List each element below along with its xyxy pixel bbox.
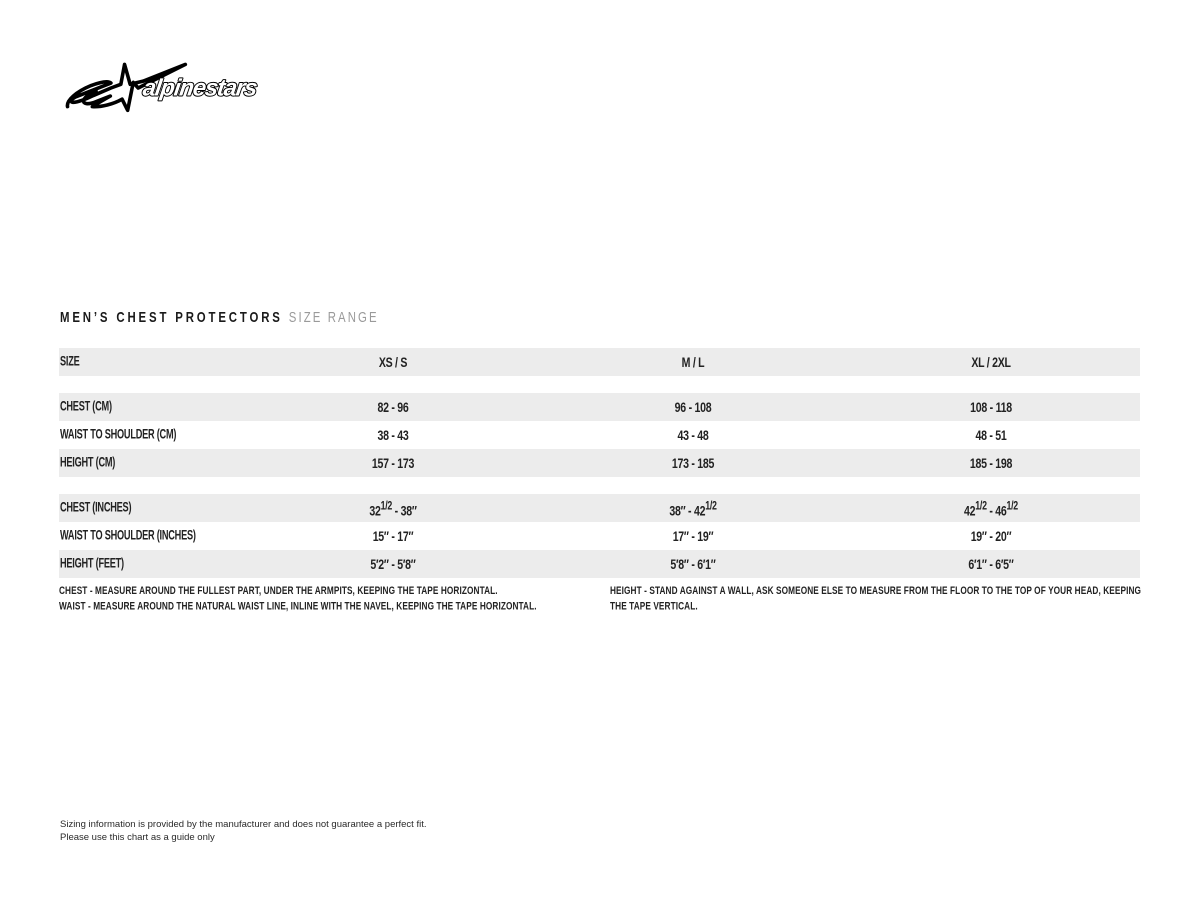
svg-text:alpinestars: alpinestars — [141, 75, 259, 102]
